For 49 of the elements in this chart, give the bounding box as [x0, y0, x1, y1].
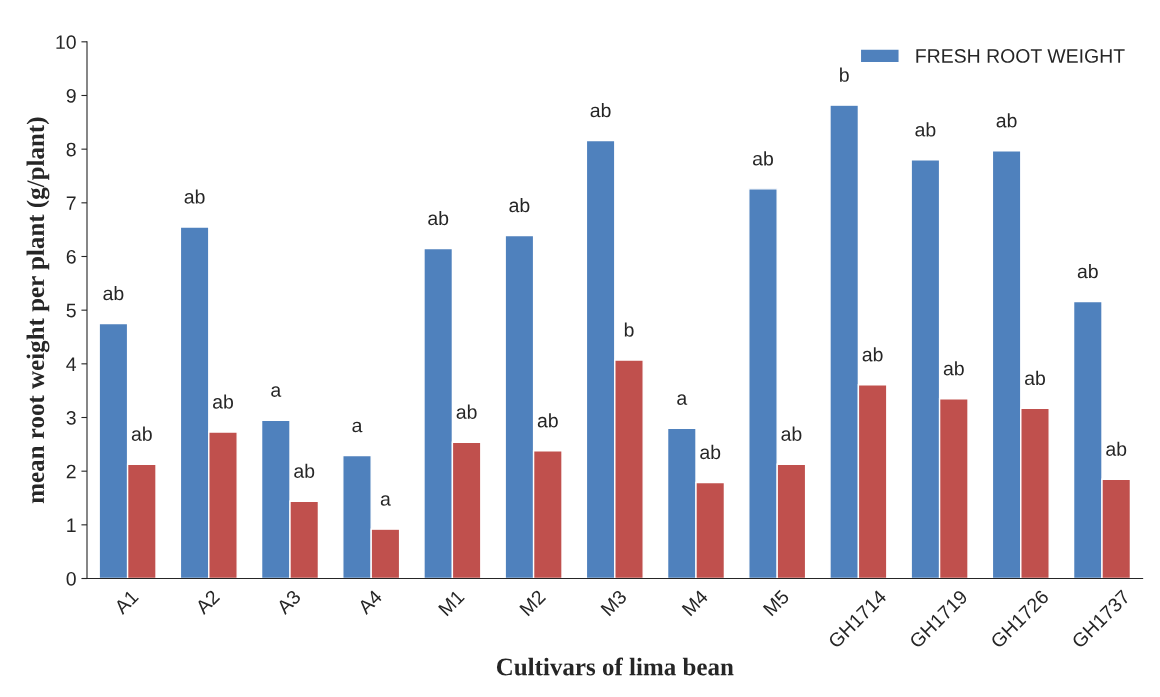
data-label: ab — [1106, 441, 1127, 456]
data-label: b — [624, 322, 634, 337]
x-tick-label: M1 — [438, 589, 465, 617]
data-label: ab — [456, 404, 477, 419]
data-label: b — [840, 67, 849, 82]
data-label: ab — [862, 347, 883, 362]
data-label: ab — [1077, 264, 1098, 279]
x-axis-title: Cultivars of lima bean — [496, 657, 734, 676]
x-tick-label: A2 — [194, 589, 221, 615]
y-tick-label: 1 — [67, 518, 76, 532]
data-label: ab — [509, 197, 530, 213]
x-tick-label: M5 — [762, 589, 790, 617]
data-label: a — [352, 421, 363, 433]
data-label: ab — [943, 361, 964, 376]
y-tick-label: 0 — [66, 571, 76, 586]
y-tick-label: 3 — [66, 410, 76, 425]
data-label: ab — [213, 394, 234, 409]
y-tick-label: 10 — [56, 35, 76, 50]
y-tick-label: 7 — [66, 196, 76, 210]
data-label: a — [271, 386, 282, 397]
data-label: ab — [590, 103, 611, 118]
data-label: ab — [103, 286, 124, 301]
x-tick-label: M2 — [519, 589, 547, 617]
data-label: a — [380, 495, 391, 506]
x-tick-label: A3 — [275, 589, 302, 616]
data-label: ab — [294, 463, 315, 478]
y-tick-label: 4 — [66, 357, 77, 371]
data-label: ab — [184, 189, 205, 204]
legend-label: FRESH ROOT WEIGHT — [916, 49, 1125, 63]
data-label: ab — [1025, 370, 1046, 386]
x-tick-label: A4 — [356, 589, 383, 615]
data-label: a — [677, 394, 688, 405]
y-tick-label: 5 — [66, 303, 76, 318]
y-tick-label: 9 — [66, 88, 76, 103]
x-tick-label: M3 — [600, 589, 628, 617]
y-axis-title: mean root weight per plant (g/plant) — [26, 117, 50, 504]
data-label: ab — [428, 210, 449, 226]
y-tick-label: 8 — [66, 142, 76, 157]
data-label: ab — [915, 122, 936, 137]
data-label: ab — [700, 444, 721, 460]
y-tick-label: 6 — [66, 249, 76, 264]
y-tick-label: 2 — [66, 464, 76, 479]
x-tick-label: A1 — [113, 589, 139, 615]
x-tick-label: M4 — [681, 589, 709, 617]
data-label: ab — [753, 151, 773, 166]
data-label: ab — [537, 413, 558, 428]
data-label: ab — [131, 426, 152, 441]
data-label: ab — [996, 113, 1017, 128]
data-label: ab — [781, 426, 802, 441]
